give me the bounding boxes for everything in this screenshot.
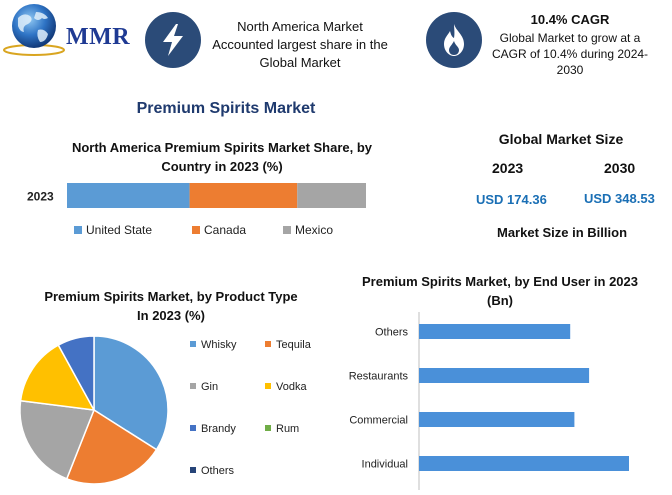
global-market-size-title: Global Market Size xyxy=(498,131,624,147)
bar-segment-1 xyxy=(189,183,298,208)
cagr-text: Global Market to grow at a CAGR of 10.4%… xyxy=(491,31,649,77)
info-badge-lightning xyxy=(145,12,201,68)
country-share-chart: 2023 United State Canada Mexico xyxy=(27,183,366,237)
legend-label: United State xyxy=(86,223,152,237)
market-value-2030: USD 348.53 xyxy=(584,191,655,206)
country-share-chart-title: North America Premium Spirits Market Sha… xyxy=(71,140,373,174)
logo-text: MMR xyxy=(66,24,131,50)
globe-icon xyxy=(3,4,65,56)
flame-icon xyxy=(444,24,464,56)
legend-swatch xyxy=(190,467,196,473)
legend-swatch xyxy=(283,226,291,234)
bar-restaurants xyxy=(419,368,590,383)
legend-swatch xyxy=(190,341,196,347)
pie-slice-vodka xyxy=(19,344,96,411)
legend-label: Brandy xyxy=(201,423,236,435)
cagr-title: 10.4% CAGR xyxy=(530,12,610,27)
market-size-unit-note: Market Size in Billion xyxy=(496,225,628,240)
product-type-pie-chart: Whisky Tequila Gin Vodka Brandy Rum Others xyxy=(19,335,312,485)
category-label: 2023 xyxy=(27,190,54,204)
legend-label: Tequila xyxy=(276,339,312,351)
legend-swatch xyxy=(190,383,196,389)
legend-swatch xyxy=(265,425,271,431)
bar-individual xyxy=(419,456,629,471)
legend-swatch xyxy=(74,226,82,234)
end-user-chart-title: Premium Spirits Market, by End User in 2… xyxy=(362,274,638,308)
legend-label: Vodka xyxy=(276,381,307,393)
category-label: Restaurants xyxy=(349,371,409,383)
legend-label: Others xyxy=(201,465,235,477)
info-badge-flame xyxy=(426,12,482,68)
legend-label: Gin xyxy=(201,381,218,393)
legend-swatch xyxy=(190,425,196,431)
bar-segment-0 xyxy=(67,183,190,208)
market-year-2023: 2023 xyxy=(492,160,524,176)
pie-slice-gin xyxy=(19,399,96,480)
legend-swatch xyxy=(265,341,271,347)
product-type-chart-title: Premium Spirits Market, by Product Type … xyxy=(44,289,298,323)
market-value-2023: USD 174.36 xyxy=(476,192,547,207)
market-year-2030: 2030 xyxy=(604,160,636,176)
bar-others xyxy=(419,324,571,339)
legend-label: Canada xyxy=(204,223,246,237)
pie-slice-brandy xyxy=(57,335,95,411)
bar-segment-2 xyxy=(297,183,366,208)
category-label: Others xyxy=(375,327,409,339)
legend-swatch xyxy=(192,226,200,234)
lightning-bolt-icon xyxy=(163,24,183,56)
page-title: Premium Spirits Market xyxy=(136,100,316,117)
legend-label: Rum xyxy=(276,423,299,435)
category-label: Individual xyxy=(362,459,408,471)
bar-commercial xyxy=(419,412,575,427)
legend-label: Mexico xyxy=(295,223,333,237)
pie-slice-tequila xyxy=(65,408,158,485)
info-card-text: North America Market Accounted largest s… xyxy=(212,19,388,70)
legend-swatch xyxy=(265,383,271,389)
category-label: Commercial xyxy=(349,415,408,427)
end-user-bar-chart: Others Restaurants Commercial Individual xyxy=(349,312,629,490)
legend-label: Whisky xyxy=(201,339,237,351)
mmr-logo xyxy=(2,2,132,58)
